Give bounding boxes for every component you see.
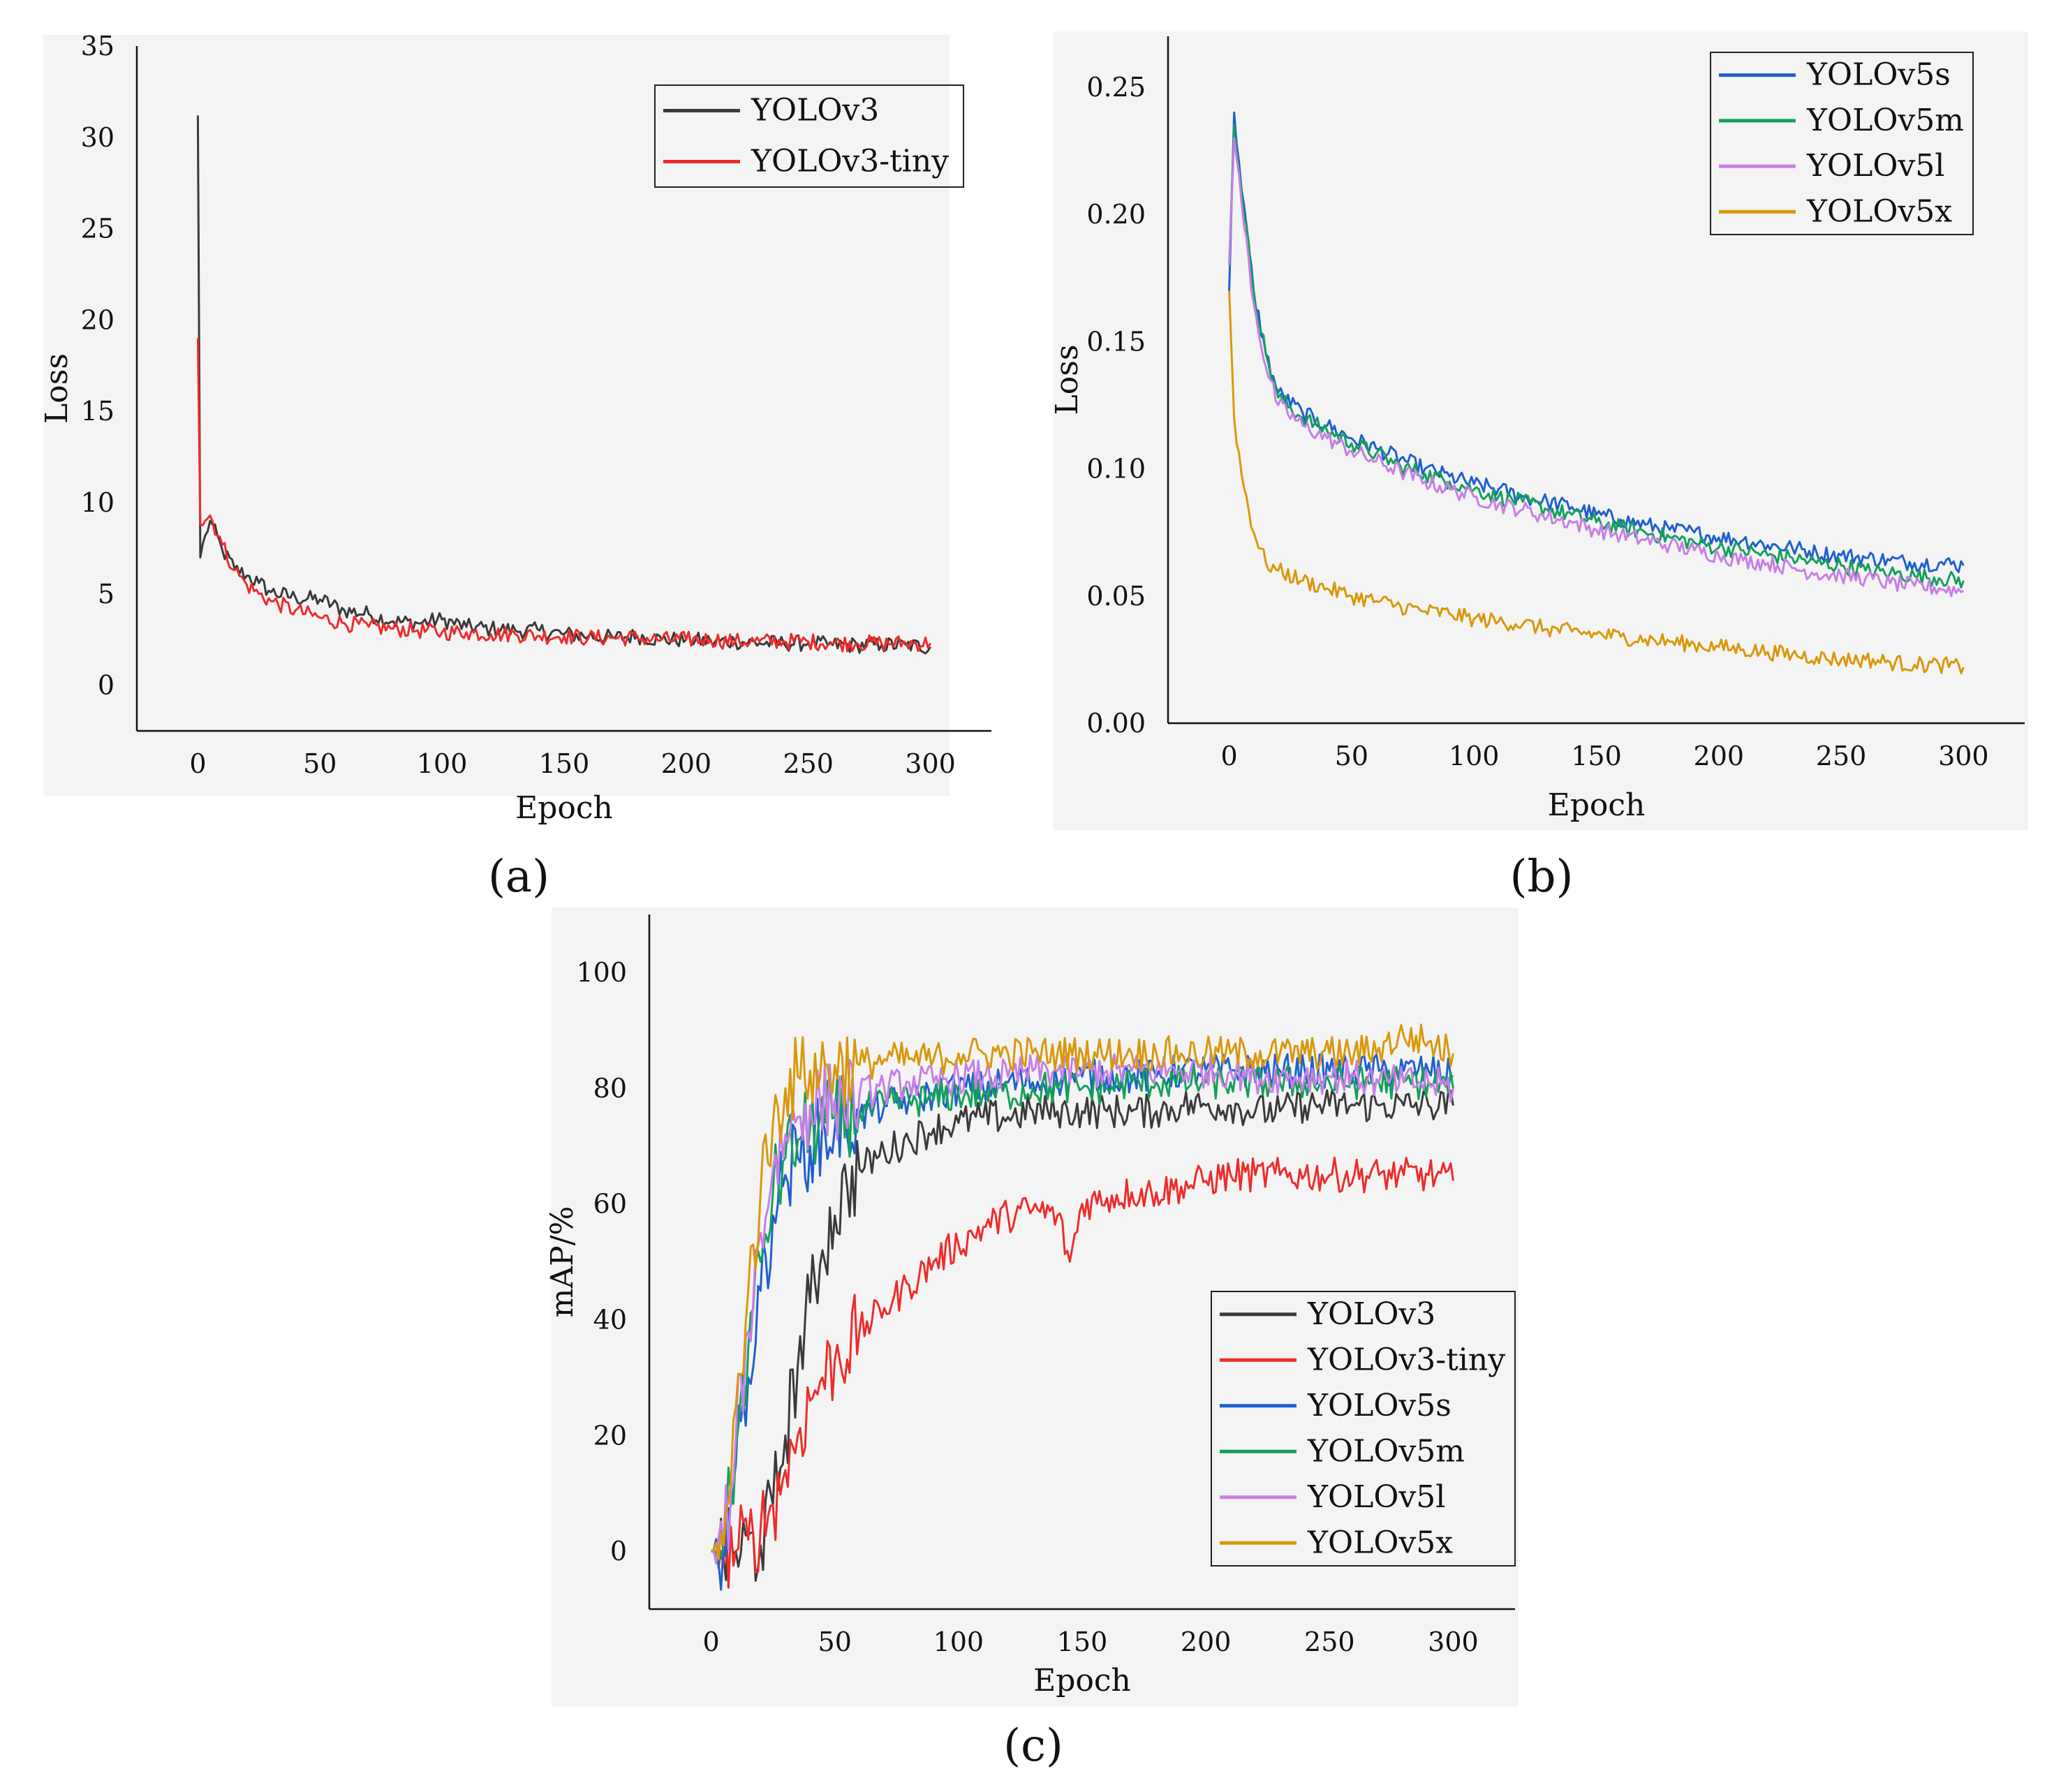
x-tick-label: 150 (539, 748, 590, 779)
x-tick-label: 100 (933, 1627, 984, 1657)
series-line-yolov3-tiny (711, 1156, 1454, 1589)
x-axis-label: Epoch (1548, 787, 1646, 823)
panel-label: (c) (1003, 1720, 1063, 1772)
x-tick-label: 250 (1304, 1627, 1355, 1657)
chart-panel-a: 0 50 100 150 200 250 300 0 5 10 15 20 25 30 35 Epoch Los… (39, 31, 991, 903)
y-tick-label: 35 (81, 31, 114, 61)
x-tick-label: 100 (1449, 741, 1500, 771)
y-tick-label: 10 (81, 487, 114, 518)
legend: YOLOv5s YOLOv5m YOLOv5l YOLOv5x (1710, 52, 1974, 235)
series-line-yolov5s (1228, 111, 1965, 573)
x-tick-label: 250 (783, 748, 834, 779)
x-tick-label: 0 (189, 748, 206, 779)
x-tick-label: 150 (1057, 1627, 1108, 1657)
chart-panel-c: 0 50 100 150 200 250 300 0 20 40 60 80 100 Epoch mAP/%… (545, 908, 1519, 1772)
y-tick-label: 20 (81, 304, 114, 335)
series-line-yolov5l (710, 1052, 1454, 1565)
legend-label: YOLOv5s (1806, 57, 1951, 93)
y-tick-label: 60 (593, 1189, 627, 1220)
legend-label: YOLOv3-tiny (1307, 1342, 1505, 1377)
plot-background (1053, 31, 2028, 831)
y-tick-label: 0.05 (1086, 581, 1146, 612)
legend: YOLOv3 YOLOv3-tiny YOLOv5s YOLOv5m YOLOv5l YO… (1211, 1291, 1516, 1567)
series-line-yolov5x (1228, 290, 1965, 674)
y-tick-label: 25 (81, 214, 114, 244)
x-tick-label: 300 (905, 748, 956, 779)
legend-label: YOLOv5m (1806, 103, 1964, 138)
y-tick-label: 100 (576, 957, 627, 988)
series-line-yolov5x (710, 1023, 1454, 1560)
legend-label: YOLOv5l (1806, 148, 1944, 184)
y-tick-label: 0.15 (1086, 326, 1146, 357)
y-tick-label: 40 (593, 1304, 627, 1335)
series-line-yolov3-tiny (196, 338, 931, 653)
series-line-yolov5m (1228, 124, 1965, 588)
x-tick-label: 250 (1816, 741, 1867, 771)
x-tick-label: 50 (1335, 741, 1368, 771)
series-line-yolov5s (710, 1053, 1454, 1591)
plot-background (43, 35, 950, 796)
y-tick-label: 5 (98, 579, 114, 609)
y-tick-label: 0 (610, 1536, 627, 1567)
y-tick-label: 0.20 (1086, 199, 1146, 230)
panel-label: (a) (488, 851, 549, 903)
legend-label: YOLOv3 (1307, 1296, 1435, 1332)
chart-panel-b: 0 50 100 150 200 250 300 0.00 0.05 0.10 0.15 0.20 0.… (1049, 31, 2028, 903)
y-tick-label: 0.25 (1086, 72, 1146, 103)
x-tick-label: 100 (417, 748, 468, 779)
y-axis-label: mAP/% (545, 1206, 580, 1318)
x-tick-label: 50 (303, 748, 337, 779)
legend-label: YOLOv3-tiny (751, 144, 949, 179)
x-tick-label: 300 (1938, 741, 1989, 771)
x-tick-label: 0 (702, 1627, 719, 1657)
legend-label: YOLOv5s (1307, 1388, 1451, 1423)
x-tick-label: 150 (1571, 741, 1622, 771)
legend-box (1211, 1291, 1516, 1567)
y-tick-label: 15 (81, 396, 114, 427)
x-tick-label: 200 (661, 748, 712, 779)
legend-label: YOLOv3 (751, 93, 879, 128)
y-tick-label: 20 (593, 1420, 627, 1451)
y-tick-label: 0 (98, 670, 114, 701)
y-axis-label: Loss (39, 353, 75, 424)
legend-label: YOLOv5x (1307, 1525, 1453, 1560)
y-tick-label: 80 (593, 1073, 627, 1104)
x-tick-label: 50 (818, 1627, 852, 1657)
x-tick-label: 200 (1181, 1627, 1232, 1657)
legend-label: YOLOv5l (1307, 1479, 1445, 1515)
legend-label: YOLOv5m (1307, 1433, 1465, 1469)
y-tick-label: 0.00 (1086, 708, 1146, 739)
series-line-yolov5l (1228, 137, 1965, 598)
x-axis-label: Epoch (515, 790, 613, 826)
y-axis-label: Loss (1049, 345, 1085, 415)
legend-box (654, 84, 964, 188)
x-tick-label: 200 (1694, 741, 1745, 771)
panel-label: (b) (1510, 851, 1574, 903)
series-line-yolov3 (711, 1089, 1454, 1582)
y-tick-label: 30 (81, 122, 114, 153)
x-axis-label: Epoch (1033, 1663, 1131, 1698)
y-tick-label: 0.10 (1086, 454, 1146, 484)
legend-label: YOLOv5x (1806, 193, 1952, 229)
legend-box (1710, 52, 1974, 235)
x-tick-label: 0 (1221, 741, 1238, 771)
legend: YOLOv3 YOLOv3-tiny (654, 84, 964, 188)
series-line-yolov5m (710, 1065, 1454, 1562)
x-tick-label: 300 (1428, 1627, 1479, 1657)
